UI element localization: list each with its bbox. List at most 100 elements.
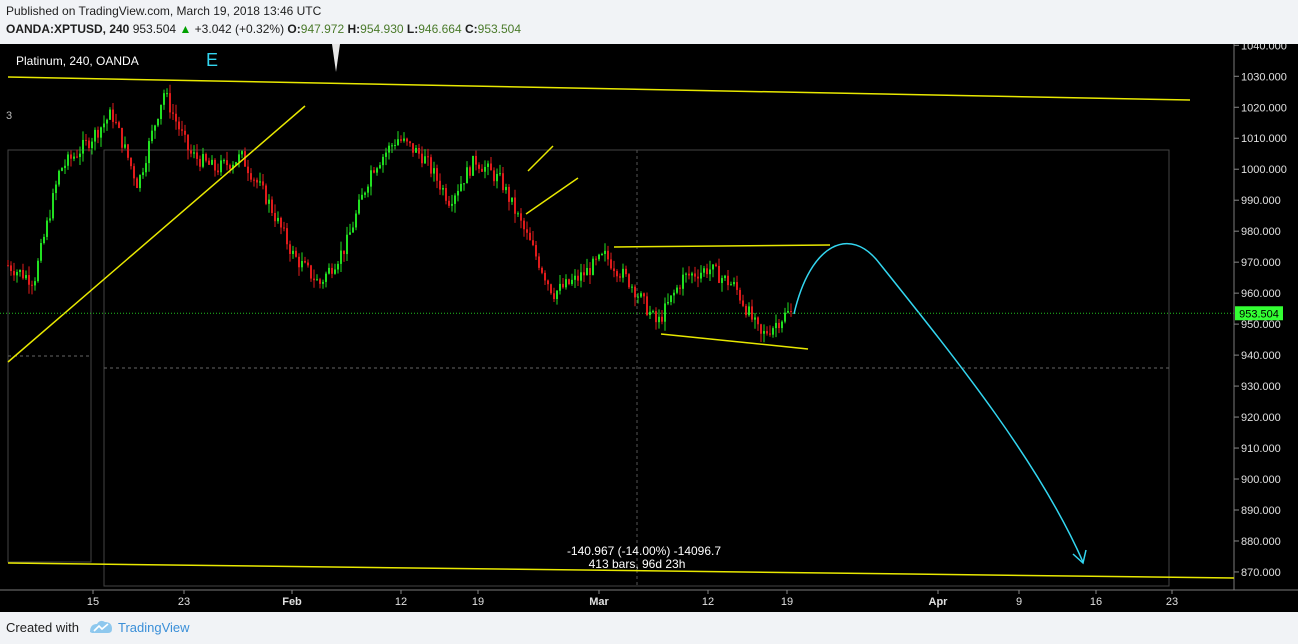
candle-body — [157, 118, 159, 126]
candle-body — [388, 145, 390, 153]
candle-body — [592, 258, 594, 275]
candle-body — [94, 129, 96, 142]
candle-body — [373, 170, 375, 173]
candle-body — [739, 289, 741, 301]
candle-body — [124, 144, 126, 148]
candle-body — [631, 286, 633, 288]
candle-body — [757, 317, 759, 325]
candle-body — [613, 268, 615, 272]
close-label: C: — [464, 22, 478, 36]
current-price-label: 953.504 — [1239, 308, 1279, 320]
price-chart[interactable]: 953.504 3 870.000880.000890.000900.00091… — [0, 44, 1298, 612]
candle-body — [283, 227, 285, 229]
price-change: +3.042 (+0.32%) — [194, 22, 285, 36]
candle-body — [244, 151, 246, 167]
candle-body — [115, 121, 117, 123]
candle-body — [199, 158, 201, 167]
candle-body — [322, 281, 324, 284]
plot-area[interactable] — [0, 44, 1234, 590]
candle-body — [121, 127, 123, 148]
candle-body — [499, 173, 501, 175]
flag-lower-line[interactable] — [525, 177, 579, 215]
candle-body — [118, 122, 120, 128]
candle-body — [679, 287, 681, 289]
candle-body — [787, 311, 789, 313]
candle-body — [643, 293, 645, 297]
flag-upper-line[interactable] — [527, 145, 554, 172]
candle-body — [754, 317, 756, 320]
y-tick-label: 890.000 — [1241, 505, 1281, 517]
candle-body — [139, 175, 141, 189]
low-value: 946.664 — [418, 22, 462, 36]
quote-line: OANDA:XPTUSD, 240 953.504 ▲ +3.042 (+0.3… — [6, 22, 521, 36]
chart-header: Published on TradingView.com, March 19, … — [0, 0, 1298, 44]
candle-body — [403, 138, 405, 141]
upper-trendline[interactable] — [7, 76, 1191, 101]
candle-body — [67, 154, 69, 166]
candle-body — [187, 134, 189, 151]
tradingview-brand[interactable]: TradingView — [118, 620, 190, 635]
rising-trendline[interactable] — [7, 105, 306, 363]
support-line[interactable] — [660, 333, 809, 350]
up-arrow-icon: ▲ — [179, 22, 192, 36]
candle-body — [55, 184, 57, 194]
candle-body — [697, 276, 699, 279]
candle-body — [424, 156, 426, 164]
candle-body — [523, 220, 525, 230]
candle-body — [550, 284, 552, 294]
candle-body — [658, 316, 660, 323]
candle-body — [529, 232, 531, 241]
candle-body — [97, 129, 99, 138]
candle-body — [580, 272, 582, 281]
candle-body — [145, 163, 147, 173]
y-tick-label: 1030.000 — [1241, 71, 1287, 83]
symbol-label: OANDA:XPTUSD, 240 — [6, 22, 130, 36]
candle-body — [16, 272, 18, 276]
candle-body — [574, 275, 576, 280]
candle-body — [514, 197, 516, 214]
projection-curve[interactable] — [793, 243, 1084, 563]
candle-body — [496, 173, 498, 182]
candle-body — [262, 181, 264, 186]
y-tick-label: 1000.000 — [1241, 164, 1287, 176]
candle-body — [781, 321, 783, 329]
candle-body — [394, 145, 396, 147]
candle-body — [103, 123, 105, 128]
candle-body — [766, 331, 768, 334]
candle-body — [583, 272, 585, 276]
candle-body — [148, 141, 150, 164]
candle-body — [85, 139, 87, 141]
x-tick-label: Mar — [589, 596, 609, 608]
candle-body — [223, 160, 225, 162]
x-tick-label: 15 — [87, 596, 99, 608]
candle-body — [328, 267, 330, 274]
candle-body — [142, 172, 144, 176]
candle-body — [19, 269, 21, 273]
y-axis-labels: 870.000 880.000 890.000 900.000 910.000 920.0… — [1234, 44, 1287, 579]
candle-body — [433, 168, 435, 174]
candle-body — [298, 256, 300, 268]
published-line: Published on TradingView.com, March 19, … — [6, 4, 322, 18]
candle-body — [295, 250, 297, 257]
candle-body — [601, 254, 603, 256]
candle-body — [181, 129, 183, 131]
candle-body — [31, 284, 33, 286]
lower-trendline[interactable] — [7, 562, 1235, 579]
footer: Created with TradingView — [0, 612, 1298, 644]
candle-body — [475, 155, 477, 165]
y-tick-label: 990.000 — [1241, 195, 1281, 207]
candle-body — [598, 254, 600, 260]
candle-body — [559, 283, 561, 291]
candle-body — [487, 163, 489, 167]
candle-body — [436, 168, 438, 181]
candle-body — [676, 287, 678, 293]
candle-body — [562, 283, 564, 288]
x-tick-label: 19 — [781, 596, 793, 608]
time-axis[interactable] — [0, 590, 1298, 612]
candle-body — [220, 160, 222, 173]
candle-body — [253, 179, 255, 181]
candle-body — [184, 130, 186, 135]
resistance-line[interactable] — [613, 244, 831, 248]
candle-body — [715, 264, 717, 266]
candle-body — [457, 190, 459, 196]
